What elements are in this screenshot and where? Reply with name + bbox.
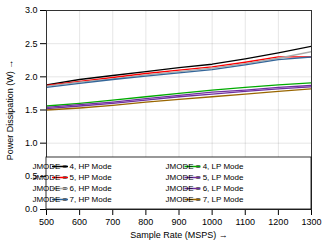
- svg-text:JMODE = 4, LP Mode: JMODE = 4, LP Mode: [166, 162, 244, 171]
- svg-text:0.0: 0.0: [25, 204, 38, 214]
- svg-text:JMODE = 5, HP Mode: JMODE = 5, HP Mode: [32, 173, 112, 182]
- svg-text:JMODE = 6, LP Mode: JMODE = 6, LP Mode: [166, 184, 244, 193]
- svg-text:JMODE = 5, LP Mode: JMODE = 5, LP Mode: [166, 173, 244, 182]
- svg-text:1200: 1200: [268, 217, 288, 227]
- svg-text:800: 800: [138, 217, 153, 227]
- svg-text:JMODE = 6, HP Mode: JMODE = 6, HP Mode: [32, 184, 112, 193]
- svg-text:JMODE = 7, HP Mode: JMODE = 7, HP Mode: [32, 195, 112, 204]
- svg-text:2.5: 2.5: [25, 39, 38, 49]
- svg-text:JMODE = 4, HP Mode: JMODE = 4, HP Mode: [32, 162, 112, 171]
- svg-text:1.5: 1.5: [25, 105, 38, 115]
- svg-text:1.0: 1.0: [25, 138, 38, 148]
- svg-text:1300: 1300: [301, 217, 321, 227]
- svg-text:600: 600: [72, 217, 87, 227]
- svg-text:700: 700: [105, 217, 120, 227]
- svg-text:3.0: 3.0: [25, 5, 38, 15]
- svg-text:0.5: 0.5: [25, 171, 38, 182]
- svg-text:500: 500: [39, 217, 54, 227]
- svg-text:2.0: 2.0: [25, 72, 38, 82]
- svg-text:Sample Rate (MSPS) →: Sample Rate (MSPS) →: [130, 230, 228, 240]
- svg-text:1100: 1100: [236, 217, 255, 227]
- svg-text:Power Dissipation (W) →: Power Dissipation (W) →: [5, 60, 15, 161]
- svg-text:900: 900: [171, 217, 186, 227]
- svg-text:JMODE = 7, LP Mode: JMODE = 7, LP Mode: [166, 195, 244, 204]
- svg-text:1000: 1000: [202, 217, 222, 227]
